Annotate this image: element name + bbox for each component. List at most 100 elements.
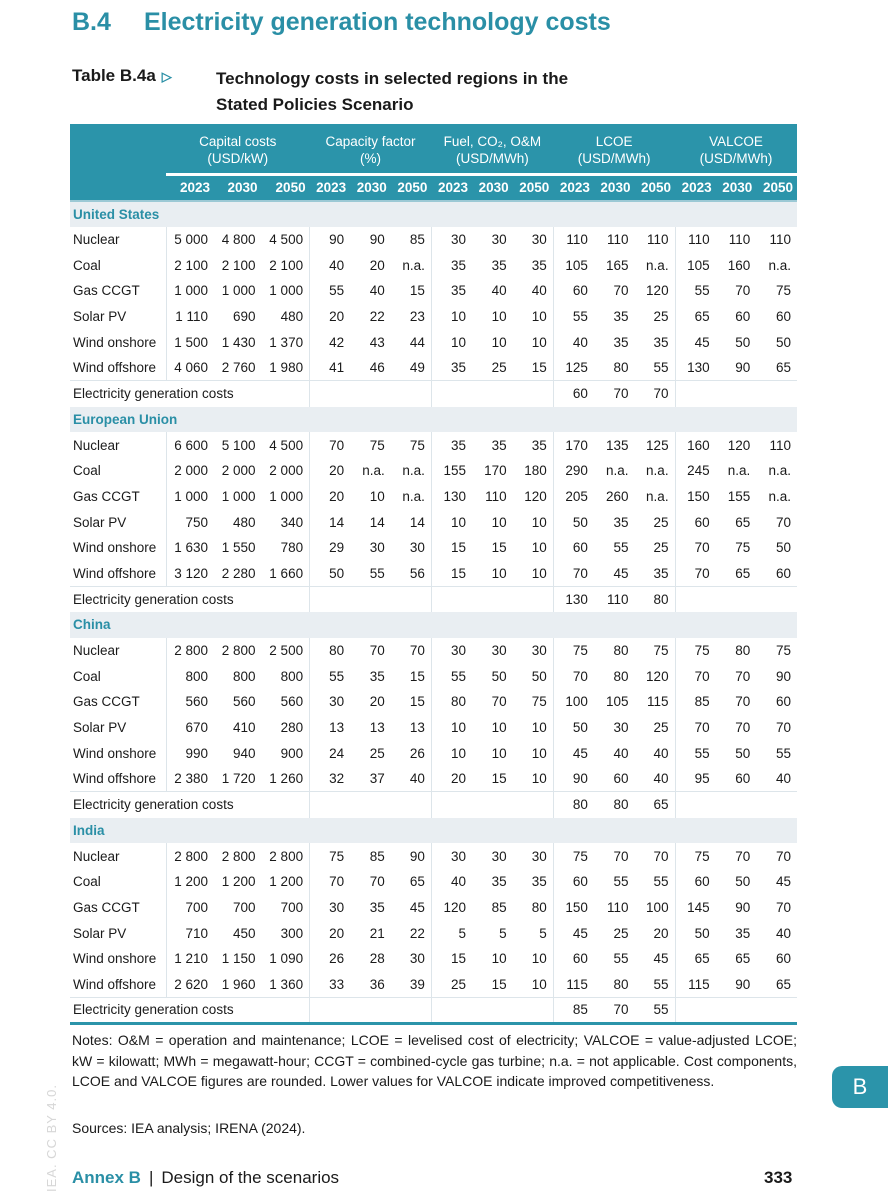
value-cell: 25 (430, 971, 473, 998)
value-cell: 1 150 (221, 951, 256, 967)
value-cell: 5 (499, 925, 507, 941)
footer-title: Design of the scenarios (161, 1168, 340, 1187)
value-cell: 15 (531, 360, 547, 376)
triangle-right-icon: ▷ (161, 69, 172, 84)
value-cell: 65 (409, 874, 425, 890)
value-cell: 560 (233, 694, 256, 710)
value-cell: 30 (369, 540, 385, 556)
value-cell: 55 (552, 303, 594, 330)
value-cell: 4 060 (165, 355, 215, 381)
value-cell: 670 (165, 714, 215, 741)
value-cell: 120 (646, 283, 669, 299)
value-cell: 35 (430, 432, 473, 458)
table-row: Nuclear 2 800 2 800 2 500 80 70 70 30 30 30 75 80 75… (70, 637, 797, 664)
value-cell: 35 (491, 437, 507, 453)
footer: Annex B | Design of the scenarios (72, 1168, 339, 1188)
value-cell: 290 (552, 457, 594, 484)
value-cell: 480 (280, 309, 304, 325)
value-cell: 10 (491, 951, 507, 967)
value-cell: 28 (369, 951, 385, 967)
license-watermark: IEA. CC BY 4.0. (44, 1084, 59, 1192)
table-row: Nuclear 5 000 4 800 4 500 90 90 85 30 30 30 110 110… (70, 226, 797, 253)
value-cell: 20 (369, 257, 385, 273)
value-cell: 40 (613, 745, 629, 761)
group-header: Fuel, CO₂, O&M (USD/MWh) (431, 124, 554, 176)
value-cell: 1 110 (165, 303, 215, 330)
value-cell: 75 (775, 643, 791, 659)
value-cell: 10 (491, 745, 507, 761)
value-cell: 30 (409, 540, 425, 556)
value-cell: 60 (552, 868, 594, 895)
region-row: United States (70, 201, 797, 227)
value-cell: 2 800 (165, 637, 215, 664)
value-cell: 1 370 (269, 334, 304, 350)
section-number: B.4 (72, 8, 111, 36)
value-cell: 2 000 (221, 463, 256, 479)
value-cell: 4 500 (269, 437, 304, 453)
value-cell: 55 (369, 565, 385, 581)
value-cell: 30 (430, 226, 473, 253)
value-cell: 13 (409, 720, 425, 736)
year-header: 2023 (553, 174, 594, 202)
empty-cell (674, 791, 797, 818)
value-cell: 120 (430, 894, 473, 921)
value-cell: 60 (775, 309, 791, 325)
value-cell: 15 (409, 668, 425, 684)
value-cell: 100 (646, 899, 669, 915)
value-cell: 245 (674, 457, 716, 484)
table-row: Wind offshore 2 380 1 720 1 260 32 37 40 20 15 10… (70, 766, 797, 792)
value-cell: n.a. (768, 463, 791, 479)
value-cell: 560 (280, 694, 304, 710)
technology-label: Wind onshore (73, 334, 157, 350)
value-cell: 75 (674, 843, 716, 869)
value-cell: 45 (409, 899, 425, 915)
value-cell: 2 620 (165, 971, 215, 998)
value-cell: 1 630 (165, 534, 215, 561)
value-cell: 35 (369, 899, 385, 915)
value-cell: 50 (552, 509, 594, 535)
value-cell: 35 (613, 309, 629, 325)
value-cell: 55 (653, 976, 669, 992)
empty-cell (309, 996, 432, 1025)
value-cell: 90 (735, 360, 751, 376)
value-cell: 55 (613, 540, 629, 556)
value-cell: n.a. (402, 257, 425, 273)
value-cell: 25 (369, 745, 385, 761)
section-title: Electricity generation technology costs (144, 8, 611, 36)
group-header: Capital costs (USD/kW) (166, 124, 310, 176)
value-cell: 50 (552, 714, 594, 741)
annex-tab[interactable]: B (832, 1066, 888, 1108)
total-label: Electricity generation costs (70, 585, 310, 612)
region-name: China (70, 612, 797, 638)
value-cell: 280 (280, 720, 304, 736)
value-cell: 30 (531, 848, 547, 864)
value-cell: 24 (309, 740, 351, 767)
value-cell: 135 (605, 437, 629, 453)
total-row: Electricity generation costs 80 80 65 (70, 791, 797, 818)
value-cell: 20 (653, 925, 669, 941)
value-cell: 35 (613, 514, 629, 530)
value-cell: 45 (552, 740, 594, 767)
value-cell: 2 800 (221, 643, 256, 659)
value-cell: 1 000 (165, 483, 215, 510)
value-cell: 30 (309, 894, 351, 921)
group-name: Capital costs (199, 134, 277, 150)
value-cell: 5 000 (165, 226, 215, 253)
value-cell: 65 (674, 303, 716, 330)
technology-label: Solar PV (73, 925, 127, 941)
total-value: 60 (552, 380, 594, 407)
value-cell: 40 (775, 925, 791, 941)
group-unit: (USD/MWh) (699, 151, 773, 167)
value-cell: 35 (613, 334, 629, 350)
region-name: United States (70, 201, 797, 227)
table-row: Gas CCGT 560 560 560 30 20 15 80 70 75 100 105 115 85… (70, 689, 797, 715)
technology-label: Wind offshore (73, 360, 157, 376)
technology-label: Gas CCGT (73, 694, 140, 710)
technology-label: Nuclear (73, 437, 120, 453)
value-cell: 80 (613, 976, 629, 992)
value-cell: 55 (775, 745, 791, 761)
value-cell: 300 (280, 925, 304, 941)
value-cell: 70 (775, 848, 791, 864)
value-cell: 85 (674, 689, 716, 715)
value-cell: 40 (531, 283, 547, 299)
